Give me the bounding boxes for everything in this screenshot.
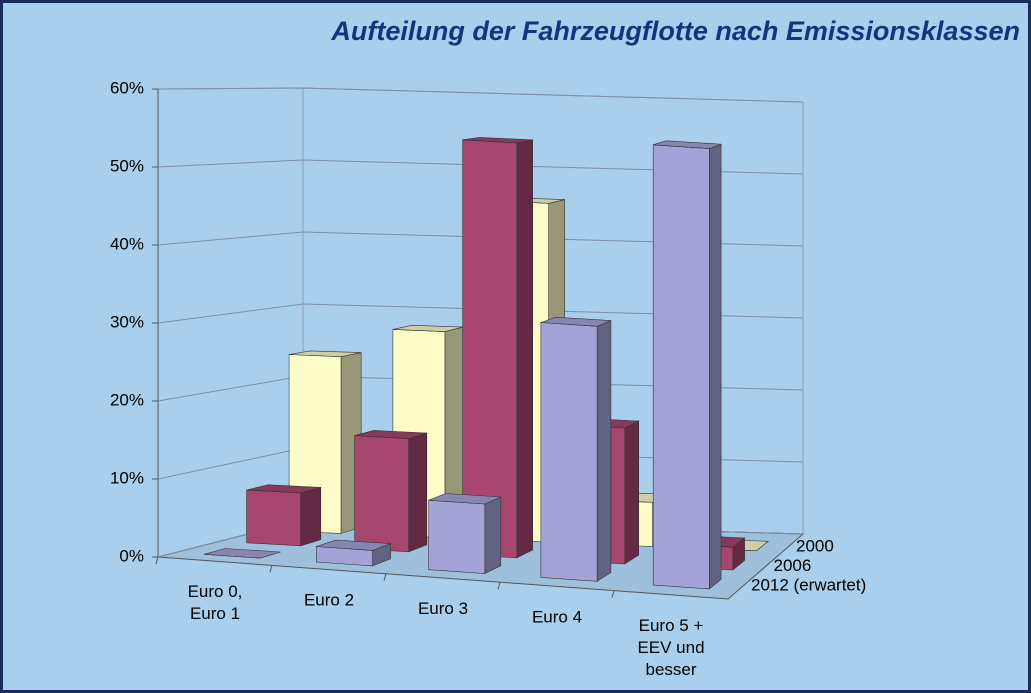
x-tick-label: Euro 3 [418,599,468,618]
bar-top [289,350,362,358]
legend-label: 2006 [774,556,812,575]
x-tick [155,556,159,565]
y-tick-label: 10% [110,468,144,487]
y-tick-label: 60% [110,78,144,97]
x-tick [269,565,273,573]
y-tick-label: 50% [110,156,144,175]
grid-line [157,303,804,324]
y-tick-label: 30% [110,312,144,331]
x-tick [497,582,501,590]
x-tick-label: Euro 5 + EEV und besser [637,616,704,679]
y-tick-label: 40% [110,234,144,253]
bar-front [246,489,302,547]
grid-line [157,159,804,175]
grid-line [157,231,804,247]
bar [540,316,612,582]
bar-top [354,430,427,439]
bar-side [596,320,612,582]
chart-title: Aufteilung der Fahrzeugflotte nach Emiss… [330,16,1020,46]
bar-side [408,432,428,553]
bar [246,484,322,547]
legend-label: 2012 (erwartet) [751,575,866,594]
bar-top [540,316,612,327]
x-tick-label: Euro 0, Euro 1 [188,583,243,624]
bar-top [316,539,391,551]
bar-side [516,139,534,559]
bar [428,493,502,575]
bar-side [624,420,640,565]
x-tick-label: Euro 2 [304,591,354,610]
x-tick [383,573,387,581]
bar-top [204,548,281,559]
x-tick-label: Euro 4 [532,608,582,627]
bar [354,430,428,553]
bar-top [428,493,501,505]
y-tick-label: 20% [110,390,144,409]
bar-top [653,140,722,149]
bar-side [484,496,502,575]
bar-front [652,144,710,590]
bar [462,137,534,559]
grid-line [157,87,804,103]
bar-side [708,143,722,590]
legend-label: 2000 [796,536,834,555]
bar [316,539,391,567]
bar-front [540,322,598,582]
bar-front [428,499,486,574]
bar-front [354,435,410,553]
y-tick-label: 0% [119,546,144,565]
bar [652,140,722,590]
bar [204,548,281,559]
x-tick [611,590,615,598]
bar-side [300,487,322,547]
bar-top [462,137,533,144]
bar-top [246,484,321,494]
